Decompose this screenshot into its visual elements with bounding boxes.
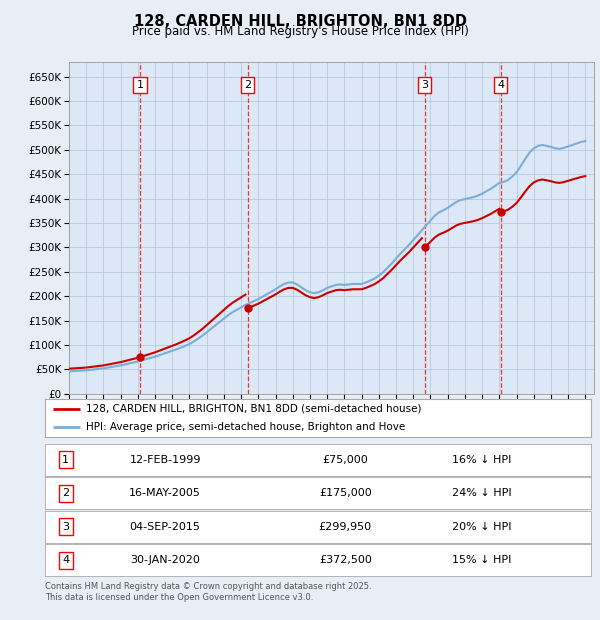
Text: £372,500: £372,500 xyxy=(319,555,372,565)
Text: Price paid vs. HM Land Registry's House Price Index (HPI): Price paid vs. HM Land Registry's House … xyxy=(131,25,469,38)
Text: HPI: Average price, semi-detached house, Brighton and Hove: HPI: Average price, semi-detached house,… xyxy=(86,422,405,432)
Text: £175,000: £175,000 xyxy=(319,488,371,498)
Text: 128, CARDEN HILL, BRIGHTON, BN1 8DD: 128, CARDEN HILL, BRIGHTON, BN1 8DD xyxy=(133,14,467,29)
Text: 16% ↓ HPI: 16% ↓ HPI xyxy=(452,454,511,465)
Text: 04-SEP-2015: 04-SEP-2015 xyxy=(130,521,200,532)
Text: 24% ↓ HPI: 24% ↓ HPI xyxy=(452,488,512,498)
Text: 3: 3 xyxy=(421,80,428,91)
Text: 12-FEB-1999: 12-FEB-1999 xyxy=(130,454,201,465)
Text: 20% ↓ HPI: 20% ↓ HPI xyxy=(452,521,512,532)
Text: £299,950: £299,950 xyxy=(319,521,372,532)
Text: £75,000: £75,000 xyxy=(322,454,368,465)
Text: 15% ↓ HPI: 15% ↓ HPI xyxy=(452,555,511,565)
Text: 1: 1 xyxy=(62,454,69,465)
Text: 1: 1 xyxy=(136,80,143,91)
Text: 2: 2 xyxy=(244,80,251,91)
Text: 30-JAN-2020: 30-JAN-2020 xyxy=(130,555,200,565)
Text: 16-MAY-2005: 16-MAY-2005 xyxy=(129,488,201,498)
Text: 128, CARDEN HILL, BRIGHTON, BN1 8DD (semi-detached house): 128, CARDEN HILL, BRIGHTON, BN1 8DD (sem… xyxy=(86,404,421,414)
Text: 2: 2 xyxy=(62,488,70,498)
Text: 3: 3 xyxy=(62,521,69,532)
Text: Contains HM Land Registry data © Crown copyright and database right 2025.
This d: Contains HM Land Registry data © Crown c… xyxy=(45,582,371,601)
Text: 4: 4 xyxy=(62,555,70,565)
Text: 4: 4 xyxy=(497,80,504,91)
